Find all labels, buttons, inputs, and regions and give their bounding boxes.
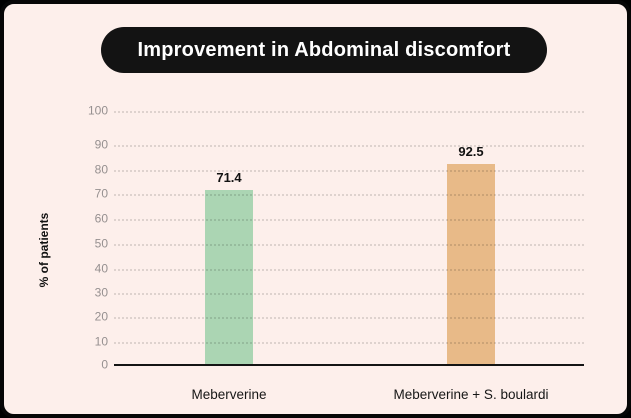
gridline-30 [114,293,584,295]
y-tick-label-30: 30 [94,285,108,300]
y-tick-label-80: 80 [94,162,108,177]
plot-area: % of patients 71.4 Meberverine 92.5 Meberve… [4,4,627,414]
y-tick-label-100: 100 [87,103,108,118]
y-tick-label-50: 50 [94,236,108,251]
bar-meberverine-s-boulardi [447,164,495,364]
y-tick-label-0: 0 [101,357,108,372]
x-category-label-meberverine: Meberverine [191,387,267,402]
gridline-90 [114,145,584,147]
y-tick-label-60: 60 [94,211,108,226]
y-tick-label-10: 10 [94,334,108,349]
gridline-80 [114,170,584,172]
gridline-100 [114,111,584,113]
chart-title: Improvement in Abdominal discomfort [137,38,511,61]
y-tick-label-20: 20 [94,309,108,324]
gridline-20 [114,317,584,319]
bar-value-label-meberverine: 71.4 [216,170,242,185]
y-tick-label-70: 70 [94,186,108,201]
bar-meberverine [205,190,253,364]
gridline-60 [114,219,584,221]
y-tick-label-90: 90 [94,137,108,152]
gridline-50 [114,244,584,246]
x-category-label-meberverine-s-boulardi: Meberverine + S. boulardi [393,387,549,402]
gridline-70 [114,194,584,196]
gridline-10 [114,342,584,344]
bar-value-label-meberverine-s-boulardi: 92.5 [458,144,484,159]
chart-title-pill: Improvement in Abdominal discomfort [101,27,547,73]
y-tick-label-40: 40 [94,261,108,276]
gridline-40 [114,269,584,271]
x-axis-line [114,364,584,366]
